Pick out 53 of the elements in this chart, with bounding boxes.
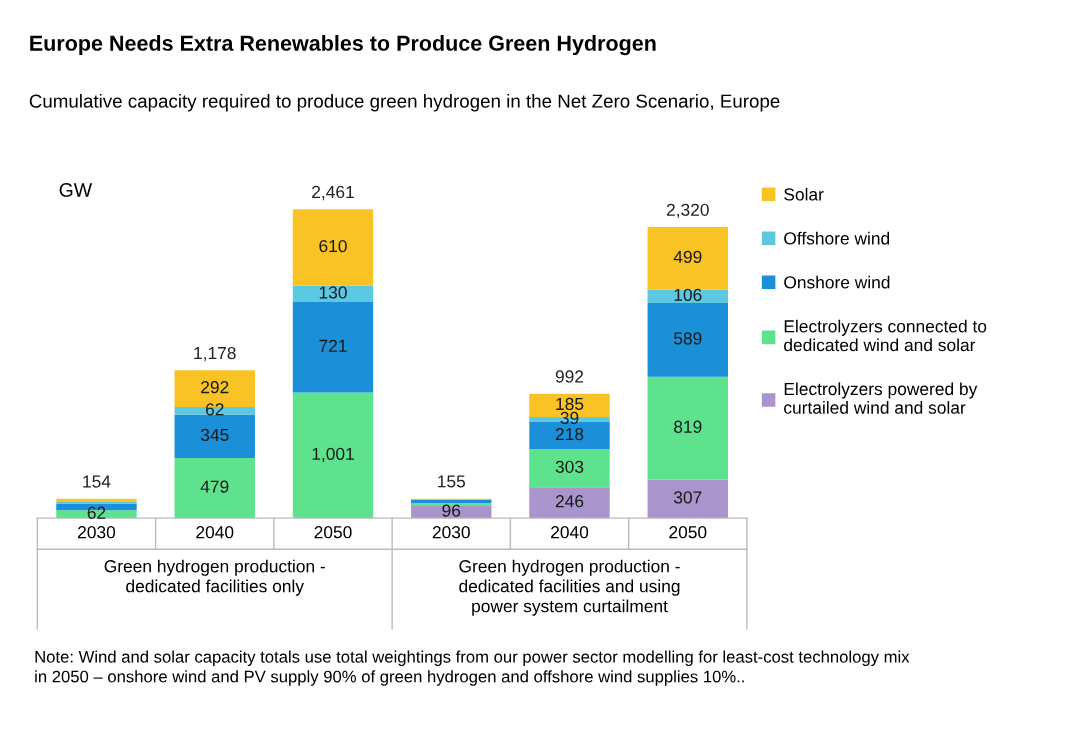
data-label: 499 bbox=[673, 250, 702, 264]
bar bbox=[647, 227, 728, 290]
x-tick-label: 2050 bbox=[669, 526, 707, 539]
bar bbox=[529, 449, 610, 488]
data-label: 246 bbox=[555, 495, 584, 508]
bar bbox=[647, 376, 728, 480]
bar bbox=[529, 487, 610, 519]
legend-label: Onshore wind bbox=[784, 275, 890, 289]
total-label: 155 bbox=[438, 475, 466, 488]
total-label: 154 bbox=[83, 475, 111, 488]
x-tick-label: 2040 bbox=[551, 526, 589, 539]
total-label: 992 bbox=[555, 370, 584, 383]
data-label: 96 bbox=[442, 504, 461, 517]
x-tick-label: 2040 bbox=[196, 526, 234, 539]
total-label: 2,320 bbox=[666, 203, 709, 218]
bar bbox=[292, 209, 374, 286]
data-label: 610 bbox=[319, 239, 347, 253]
text: Green hydrogen production - dedicated facilities and using power system curtailment bbox=[459, 559, 680, 616]
legend-label: Solar bbox=[784, 187, 824, 201]
data-label: 307 bbox=[673, 491, 702, 504]
data-label: 185 bbox=[556, 397, 584, 411]
x-tick-label: 2030 bbox=[432, 526, 470, 539]
y-axis-title: GW bbox=[59, 183, 93, 197]
data-label: 62 bbox=[87, 506, 106, 519]
data-label: 218 bbox=[555, 427, 584, 441]
text: Note: Wind and solar capacity totals use total weightings from our power sector modelling for least-cost technology mix in 2050 – onshore wind and PV supply 90% of green hydrogen and offshore wind supplies 10%.. bbox=[35, 650, 910, 686]
data-label: 106 bbox=[674, 288, 702, 301]
bar bbox=[292, 392, 374, 519]
bar bbox=[292, 302, 374, 393]
data-label: 721 bbox=[319, 339, 347, 352]
bar bbox=[292, 285, 374, 303]
bar bbox=[647, 302, 728, 377]
legend-label: Electrolyzers powered by curtailed wind and solar bbox=[784, 382, 978, 414]
bar bbox=[174, 414, 255, 459]
data-label: 1,001 bbox=[312, 447, 354, 463]
legend-label: Offshore wind bbox=[784, 231, 890, 245]
data-label: 819 bbox=[674, 420, 702, 433]
x-tick-label: 2050 bbox=[314, 526, 352, 539]
bar bbox=[647, 479, 728, 519]
text: Green hydrogen production - dedicated facilities only bbox=[104, 559, 325, 596]
total-label: 2,461 bbox=[312, 185, 354, 201]
total-label: 1,178 bbox=[194, 346, 236, 362]
legend-label: Electrolyzers connected to dedicated wind and solar bbox=[784, 319, 987, 352]
x-tick-label: 2030 bbox=[78, 526, 116, 539]
data-label: 130 bbox=[319, 286, 347, 299]
bar bbox=[174, 458, 255, 519]
chart-title: Europe Needs Extra Renewables to Produce Green Hydrogen bbox=[30, 35, 656, 56]
data-label: 589 bbox=[673, 332, 702, 345]
chart-subtitle: Cumulative capacity required to produce green hydrogen in the Net Zero Scenario, Europe bbox=[29, 94, 780, 112]
data-label: 292 bbox=[201, 381, 229, 394]
data-label: 303 bbox=[555, 460, 584, 473]
data-label: 345 bbox=[200, 428, 229, 442]
data-label: 479 bbox=[200, 480, 229, 493]
